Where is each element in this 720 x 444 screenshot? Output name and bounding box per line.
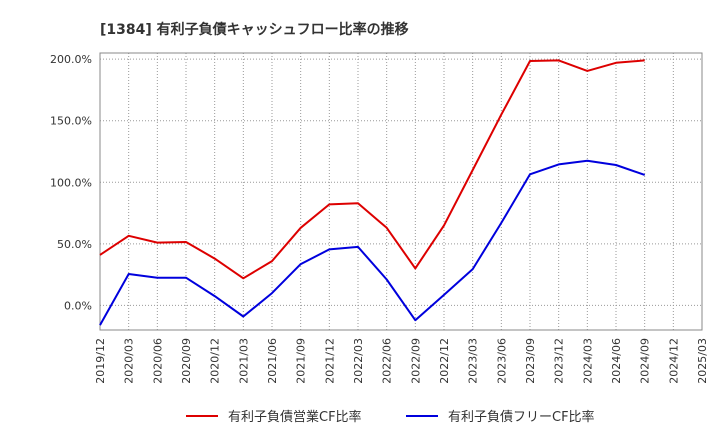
y-tick-label: 50.0% [57, 238, 92, 251]
x-tick-label: 2021/03 [237, 338, 250, 384]
plot-border [99, 52, 703, 331]
x-tick-label: 2023/12 [553, 338, 566, 384]
x-tick-label: 2023/06 [495, 338, 508, 384]
x-tick-label: 2023/09 [524, 338, 537, 384]
x-tick-label: 2022/09 [409, 338, 422, 384]
x-tick-label: 2021/09 [295, 338, 308, 384]
series-line-2 [99, 159, 646, 326]
y-tick-label: 200.0% [50, 53, 92, 66]
x-tick-label: 2024/06 [610, 338, 623, 384]
y-tick-label: 0.0% [64, 299, 92, 312]
y-tick-label: 150.0% [50, 115, 92, 128]
x-tick-label: 2020/03 [123, 338, 136, 384]
x-tick-label: 2020/12 [209, 338, 222, 384]
plot-background [100, 53, 702, 330]
legend-label-1: 有利子負債営業CF比率 [228, 409, 362, 425]
series-line-1 [99, 59, 645, 280]
x-tick-label: 2022/03 [352, 338, 365, 384]
x-tick-label: 2024/03 [581, 338, 594, 384]
chart-title: [1384] 有利子負債キャッシュフロー比率の推移 [100, 21, 409, 38]
y-tick-label: 100.0% [50, 176, 92, 189]
plot-area: 0.0% 50.0% 100.0% 150.0% 200.0% 2019/12 2020/0… [50, 52, 709, 384]
x-tick-label: 2021/12 [323, 338, 336, 384]
x-tick-label: 2020/06 [151, 338, 164, 384]
x-tick-label: 2020/09 [180, 338, 193, 384]
x-tick-label: 2025/03 [696, 338, 709, 384]
x-tick-label: 2021/06 [266, 338, 279, 384]
x-tick-label: 2024/12 [667, 338, 680, 384]
x-tick-label: 2023/03 [467, 338, 480, 384]
legend-label-2: 有利子負債フリーCF比率 [448, 409, 595, 425]
x-tick-label: 2024/09 [639, 338, 652, 384]
x-tick-label: 2019/12 [94, 338, 107, 384]
x-tick-label: 2022/12 [438, 338, 451, 384]
legend: 有利子負債営業CF比率 有利子負債フリーCF比率 [186, 409, 595, 425]
x-tick-label: 2022/06 [381, 338, 394, 384]
